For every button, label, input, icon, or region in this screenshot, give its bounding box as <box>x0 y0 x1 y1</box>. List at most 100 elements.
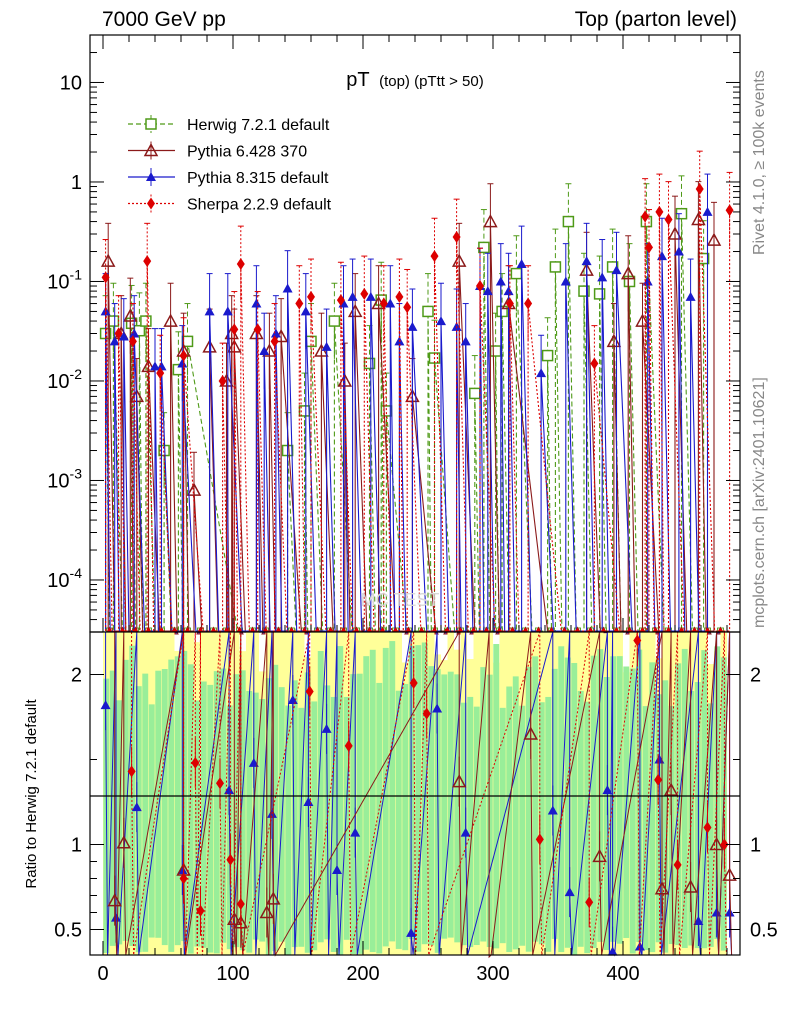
ratio-point <box>266 891 281 905</box>
floor-marker <box>484 627 489 635</box>
band-green <box>558 646 565 953</box>
band-green <box>480 667 487 942</box>
ratio-point <box>305 685 314 698</box>
ratio-y-label-right: 0.5 <box>750 920 778 942</box>
band-green <box>649 662 656 953</box>
data-point <box>282 283 293 293</box>
band-green <box>187 664 194 954</box>
data-point <box>307 290 315 303</box>
band-green <box>161 669 168 946</box>
data-point <box>645 241 653 254</box>
data-point <box>536 368 547 378</box>
data-point <box>706 232 722 246</box>
ratio-point <box>409 677 418 689</box>
band-green <box>499 707 506 944</box>
ratio-y-label-right: 2 <box>750 665 761 687</box>
band-green <box>512 676 519 950</box>
data-point <box>562 215 575 228</box>
data-point <box>143 255 152 268</box>
band-green <box>109 670 116 946</box>
header-left: 7000 GeV pp <box>102 8 226 31</box>
band-green <box>506 686 513 952</box>
band-green <box>356 673 363 954</box>
ratio-point <box>451 774 467 788</box>
y-tick-base: 10 <box>47 570 69 592</box>
ratio-point <box>179 872 188 885</box>
ratio-point <box>585 896 594 909</box>
ratio-point <box>709 836 724 851</box>
ratio-point <box>287 695 298 704</box>
data-point <box>541 349 554 362</box>
floor-marker <box>107 627 112 635</box>
band-green <box>220 668 227 943</box>
band-green <box>610 656 617 942</box>
band-green <box>382 647 389 947</box>
data-point <box>597 272 608 282</box>
floor-marker <box>562 627 567 635</box>
band-green <box>252 692 259 940</box>
band-green <box>486 674 493 948</box>
legend-label: Pythia 6.428 370 <box>187 144 307 161</box>
data-point <box>642 276 653 286</box>
floor-marker <box>718 627 723 635</box>
ratio-point <box>131 802 142 812</box>
data-point <box>360 287 369 300</box>
data-point <box>495 276 506 286</box>
header-right: Top (parton level) <box>575 8 737 31</box>
ratio-point <box>673 858 682 871</box>
ratio-point <box>127 765 136 778</box>
band-green <box>408 645 415 940</box>
x-tick-label: 100 <box>216 963 249 985</box>
legend-entry: Sherpa 2.2.9 default <box>128 194 332 214</box>
ratio-point <box>191 756 200 769</box>
band-green <box>246 691 253 953</box>
data-point <box>478 241 490 254</box>
legend-marker <box>146 172 156 181</box>
data-point <box>222 306 233 316</box>
data-point <box>667 226 683 240</box>
mcplots-label: mcplots.cern.ch [arXiv:2401.10621] <box>751 377 768 628</box>
band-green <box>415 645 422 952</box>
y-tick-label: 10-2 <box>47 366 82 393</box>
data-point <box>253 323 262 336</box>
data-point <box>156 361 167 371</box>
band-green <box>148 704 155 938</box>
y-tick-exponent: -2 <box>70 366 83 382</box>
band-green <box>135 686 142 953</box>
band-green <box>272 664 279 952</box>
band-green <box>317 651 324 943</box>
ratio-point <box>321 723 332 733</box>
ratio-point <box>236 898 245 910</box>
floor-marker <box>211 627 216 635</box>
data-point <box>581 256 592 266</box>
floor-marker <box>653 627 658 635</box>
data-point <box>336 294 345 307</box>
legend-entry: Pythia 8.315 default <box>128 168 329 187</box>
ratio-series-layer <box>100 630 737 959</box>
ratio-point <box>344 739 353 752</box>
ratio-point <box>693 916 704 925</box>
y-tick-label: 10 <box>60 72 82 94</box>
band-green <box>577 690 584 947</box>
band-green <box>311 701 318 951</box>
data-point <box>695 182 704 195</box>
data-point <box>549 261 562 273</box>
ratio-point <box>350 827 361 837</box>
data-point <box>321 341 332 351</box>
y-tick-label: 10-4 <box>47 565 82 592</box>
ratio-point <box>248 757 259 767</box>
data-point <box>606 261 619 273</box>
band-green <box>532 656 539 942</box>
band-green <box>616 656 623 944</box>
band-green <box>707 703 714 947</box>
data-point <box>295 297 304 310</box>
data-point <box>685 291 696 301</box>
floor-marker <box>510 627 515 635</box>
data-point <box>365 291 376 301</box>
series-1 <box>100 181 725 635</box>
band-green <box>194 700 201 947</box>
ratio-point <box>592 848 607 863</box>
data-point <box>163 313 178 327</box>
data-point <box>125 317 138 330</box>
